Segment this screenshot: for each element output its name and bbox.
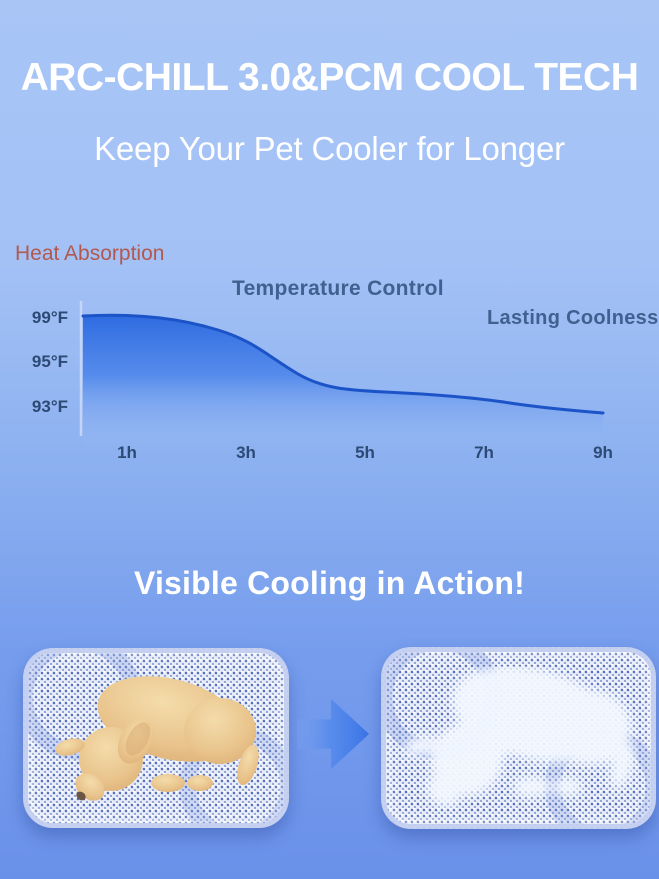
x-tick-1h: 1h bbox=[117, 443, 137, 462]
y-tick-93f: 93°F bbox=[31, 397, 68, 416]
cooling-mat-after bbox=[381, 647, 656, 829]
chart-annotation-heat-absorption: Heat Absorption bbox=[15, 242, 165, 265]
x-tick-7h: 7h bbox=[474, 443, 494, 462]
x-tick-5h: 5h bbox=[355, 443, 375, 462]
puppy-photo bbox=[55, 676, 259, 801]
page-subtitle: Keep Your Pet Cooler for Longer bbox=[94, 130, 565, 167]
section-title-visible-cooling: Visible Cooling in Action! bbox=[134, 565, 525, 601]
cooling-imprint-graphic bbox=[403, 666, 635, 807]
temperature-area-fill bbox=[83, 315, 603, 448]
chart-annotation-lasting-coolness: Lasting Coolness bbox=[487, 307, 659, 329]
arrow-right-icon bbox=[297, 698, 370, 770]
puppy-ear bbox=[125, 722, 151, 756]
page-title: ARC-CHILL 3.0&PCM COOL TECH bbox=[20, 56, 639, 99]
cooling-mat-before bbox=[23, 648, 289, 828]
chart-annotation-temperature-control: Temperature Control bbox=[232, 277, 444, 300]
x-tick-3h: 3h bbox=[236, 443, 256, 462]
puppy-nose bbox=[76, 791, 86, 801]
x-tick-9h: 9h bbox=[593, 443, 613, 462]
y-tick-95f: 95°F bbox=[31, 352, 68, 371]
y-tick-99f: 99°F bbox=[31, 308, 68, 327]
